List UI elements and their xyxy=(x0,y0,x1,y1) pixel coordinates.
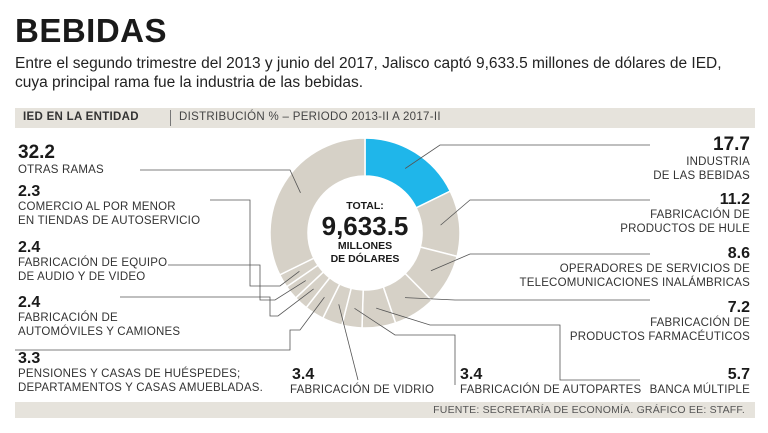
leader-line-10 xyxy=(210,199,300,287)
chart-header-bar: IED EN LA ENTIDAD DISTRIBUCIÓN % – PERIO… xyxy=(15,108,755,128)
leader-line-11 xyxy=(140,169,301,193)
leader-line-7 xyxy=(15,297,325,351)
value-bebidas: 17.7 xyxy=(713,134,750,155)
label-automoviles: 2.4 FABRICACIÓN DE AUTOMÓVILES Y CAMIONE… xyxy=(18,295,180,339)
chart-header-label: IED EN LA ENTIDAD xyxy=(23,111,139,123)
value-telecom: 8.6 xyxy=(727,245,750,262)
cat-pensiones-l2: DEPARTAMENTOS Y CASAS AMUEBLADAS. xyxy=(18,382,263,394)
leader-line-1 xyxy=(440,199,650,226)
leader-line-9 xyxy=(168,264,306,301)
cat-vidrio: FABRICACIÓN DE VIDRIO xyxy=(290,384,435,396)
label-pensiones: 3.3 PENSIONES Y CASAS DE HUÉSPEDES; DEPA… xyxy=(18,351,263,395)
leader-line-8 xyxy=(120,288,314,317)
subtitle: Entre el segundo trimestre del 2013 y ju… xyxy=(15,55,722,91)
cat-automoviles-l2: AUTOMÓVILES Y CAMIONES xyxy=(18,326,181,338)
label-autopartes: 3.4 FABRICACIÓN DE AUTOPARTES xyxy=(460,367,641,397)
label-vidrio: 3.4 FABRICACIÓN DE VIDRIO xyxy=(290,367,434,397)
value-hule: 11.2 xyxy=(719,191,750,208)
cat-farma-l1: FABRICACIÓN DE xyxy=(650,317,750,329)
leader-line-0 xyxy=(404,144,650,169)
chart-header-divider xyxy=(170,110,171,126)
value-banca: 5.7 xyxy=(727,366,750,383)
leader-line-6 xyxy=(338,304,359,381)
cat-autoservicio-l1: COMERCIO AL POR MENOR xyxy=(18,201,176,213)
label-otras: 32.2 OTRAS RAMAS xyxy=(18,143,104,177)
value-audio: 2.4 xyxy=(18,239,41,256)
total-label: TOTAL: xyxy=(346,200,384,212)
cat-bebidas-l2: DE LAS BEBIDAS xyxy=(653,170,750,182)
cat-hule-l1: FABRICACIÓN DE xyxy=(650,209,750,221)
total-unit-line1: MILLONES xyxy=(337,240,393,252)
value-otras: 32.2 xyxy=(18,142,55,163)
cat-bebidas-l1: INDUSTRIA xyxy=(686,156,750,168)
source-note: FUENTE: SECRETARÍA DE ECONOMÍA. GRÁFICO … xyxy=(433,404,745,416)
cat-autoservicio-l2: EN TIENDAS DE AUTOSERVICIO xyxy=(18,215,201,227)
cat-telecom-l1: OPERADORES DE SERVICIOS DE xyxy=(559,263,750,275)
label-autoservicio: 2.3 COMERCIO AL POR MENOR EN TIENDAS DE … xyxy=(18,184,200,228)
total-value: 9,633.5 xyxy=(321,211,409,241)
leader-line-5 xyxy=(354,307,456,385)
label-audio: 2.4 FABRICACIÓN DE EQUIPO DE AUDIO Y DE … xyxy=(18,240,167,284)
cat-automoviles-l1: FABRICACIÓN DE xyxy=(18,312,118,324)
leader-line-2 xyxy=(430,253,650,272)
value-automoviles: 2.4 xyxy=(18,294,41,311)
leader-line-4 xyxy=(376,307,640,381)
label-telecom: 8.6 OPERADORES DE SERVICIOS DE TELECOMUN… xyxy=(520,246,751,290)
cat-banca: BANCA MÚLTIPLE xyxy=(649,384,750,396)
value-autoservicio: 2.3 xyxy=(18,183,41,200)
cat-autopartes: FABRICACIÓN DE AUTOPARTES xyxy=(460,384,642,396)
value-vidrio: 3.4 xyxy=(292,366,315,383)
cat-audio-l1: FABRICACIÓN DE EQUIPO xyxy=(18,257,168,269)
value-farma: 7.2 xyxy=(727,299,750,316)
cat-otras: OTRAS RAMAS xyxy=(18,164,104,176)
label-farma: 7.2 FABRICACIÓN DE PRODUCTOS FARMACÉUTIC… xyxy=(570,300,750,344)
page-title: BEBIDAS xyxy=(15,12,168,49)
cat-hule-l2: PRODUCTOS DE HULE xyxy=(620,223,750,235)
cat-pensiones-l1: PENSIONES Y CASAS DE HUÉSPEDES; xyxy=(18,368,241,380)
leader-line-3 xyxy=(404,297,650,301)
value-pensiones: 3.3 xyxy=(18,350,41,367)
total-unit-line2: DE DÓLARES xyxy=(330,253,400,265)
source-bar: FUENTE: SECRETARÍA DE ECONOMÍA. GRÁFICO … xyxy=(15,402,755,418)
cat-farma-l2: PRODUCTOS FARMACÉUTICOS xyxy=(569,331,750,343)
value-autopartes: 3.4 xyxy=(460,366,483,383)
donut-center-total: TOTAL: 9,633.5 MILLONES DE DÓLARES xyxy=(305,200,425,266)
cat-telecom-l2: TELECOMUNICACIONES INALÁMBRICAS xyxy=(519,277,750,289)
chart-header-range: DISTRIBUCIÓN % – PERIODO 2013-II A 2017-… xyxy=(179,111,441,123)
label-hule: 11.2 FABRICACIÓN DE PRODUCTOS DE HULE xyxy=(620,192,750,236)
cat-audio-l2: DE AUDIO Y DE VIDEO xyxy=(18,271,146,283)
label-banca: 5.7 BANCA MÚLTIPLE xyxy=(650,367,750,397)
donut-slice-11 xyxy=(269,137,366,276)
label-bebidas: 17.7 INDUSTRIA DE LAS BEBIDAS xyxy=(653,135,750,183)
